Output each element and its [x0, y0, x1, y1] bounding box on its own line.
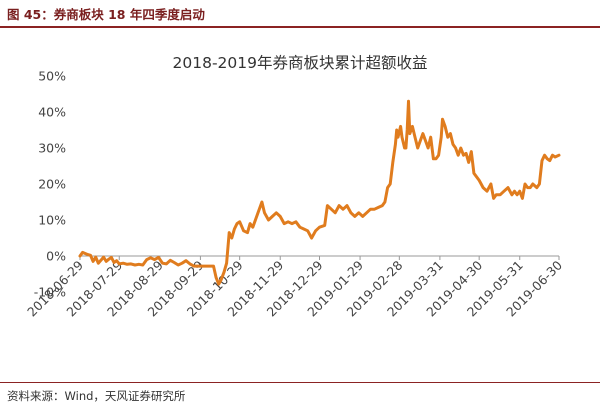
footer-rule — [0, 382, 600, 383]
figure-header: 图 45：券商板块 18 年四季度启动 — [0, 0, 600, 26]
y-axis: 50% 40% 30% 20% 10% 0% -10% — [34, 69, 66, 300]
header-rule — [0, 26, 600, 28]
chart-area: 2018-2019年券商板块累计超额收益 50% 40% 30% 20% 10% 0% -1… — [0, 28, 600, 380]
x-axis: 2018-06-292018-07-292018-08-292018-09-29… — [24, 255, 565, 319]
y-tick-label: 40% — [38, 105, 66, 120]
series-line — [78, 99, 561, 286]
y-tick-label: 30% — [38, 141, 66, 156]
y-tick-label: 0% — [46, 249, 66, 264]
y-tick-label: -10% — [34, 285, 66, 300]
figure-source: 资料来源：Wind，天风证券研究所 — [7, 389, 186, 403]
chart-title: 2018-2019年券商板块累计超额收益 — [173, 54, 428, 72]
y-tick-label: 10% — [38, 213, 66, 228]
figure-caption: 图 45：券商板块 18 年四季度启动 — [7, 7, 205, 22]
line-chart: 2018-2019年券商板块累计超额收益 50% 40% 30% 20% 10% 0% -1… — [24, 54, 565, 319]
series-layer — [78, 99, 561, 286]
y-tick-label: 50% — [38, 69, 66, 84]
y-tick-label: 20% — [38, 177, 66, 192]
